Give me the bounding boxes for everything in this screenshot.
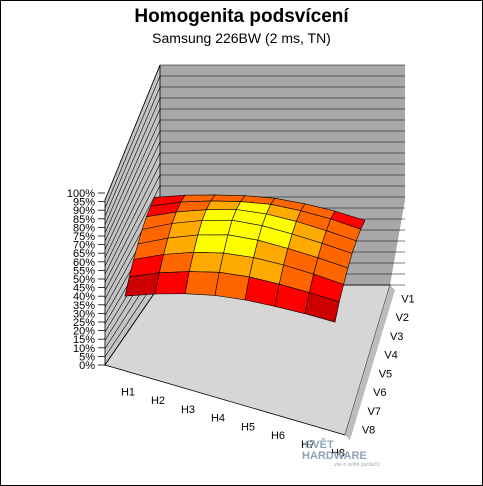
- z-axis-ticks: 0%5%10%15%20%25%30%35%40%45%50%55%60%65%…: [67, 188, 105, 372]
- left-wall-gridline: [104, 152, 161, 267]
- x-tick-label: H6: [271, 430, 285, 442]
- floor: [104, 284, 391, 436]
- left-wall-gridline: [104, 284, 161, 366]
- floor-right-edge: [345, 285, 395, 440]
- surface-cell: [214, 271, 250, 301]
- surface-cell: [193, 234, 229, 254]
- surface-cell: [188, 251, 224, 273]
- x-tick-label: H5: [241, 421, 255, 433]
- z-tick-label: 25%: [73, 317, 95, 329]
- chart-title: Homogenita podsvícení: [134, 6, 349, 27]
- x-tick-label: H2: [151, 395, 165, 407]
- x-tick-label: H4: [211, 413, 225, 425]
- z-tick-label: 70%: [73, 240, 95, 252]
- z-tick-label: 45%: [73, 283, 95, 295]
- left-wall-gridline: [104, 185, 161, 291]
- left-wall-gridline: [104, 64, 161, 201]
- z-tick-label: 90%: [73, 205, 95, 217]
- surface-cell: [197, 219, 233, 236]
- y-tick-label: V5: [379, 368, 392, 380]
- z-tick-label: 95%: [73, 197, 95, 209]
- surface-plot: [124, 194, 366, 323]
- left-wall-gridline: [104, 86, 161, 217]
- z-tick-label: 55%: [73, 265, 95, 277]
- surface-cell: [154, 271, 190, 295]
- x-tick-label: H1: [121, 386, 135, 398]
- z-tick-label: 50%: [73, 274, 95, 286]
- y-tick-label: V7: [367, 406, 380, 418]
- left-wall-gridline: [104, 130, 161, 250]
- left-wall-gridline: [104, 141, 161, 258]
- z-tick-label: 30%: [73, 308, 95, 320]
- y-tick-label: V3: [390, 331, 403, 343]
- z-tick-label: 15%: [73, 334, 95, 346]
- surface-cell: [304, 292, 340, 323]
- y-tick-label: V1: [401, 293, 414, 305]
- watermark-line3: ...vše o světě počítačů: [330, 461, 380, 468]
- left-wall-gridline: [104, 97, 161, 225]
- z-tick-label: 85%: [73, 214, 95, 226]
- watermark-line1: SVĚT: [305, 438, 334, 451]
- left-wall-gridline: [104, 108, 161, 234]
- y-tick-label: V4: [384, 350, 397, 362]
- chart-subtitle: Samsung 226BW (2 ms, TN): [152, 30, 331, 46]
- left-wall-gridline: [104, 163, 161, 275]
- surface-cell: [158, 251, 194, 274]
- z-tick-label: 75%: [73, 231, 95, 243]
- watermark-line2: HARDWARE: [302, 450, 367, 462]
- left-wall-gridline: [104, 75, 161, 209]
- z-tick-label: 40%: [73, 291, 95, 303]
- surface-cell: [205, 200, 242, 211]
- z-tick-label: 100%: [67, 188, 95, 200]
- z-tick-label: 20%: [73, 326, 95, 338]
- z-tick-label: 5%: [79, 351, 95, 363]
- x-tick-label: H8: [331, 448, 345, 460]
- z-tick-label: 35%: [73, 300, 95, 312]
- surface-cell: [201, 209, 237, 221]
- z-tick-label: 60%: [73, 257, 95, 269]
- x-axis-ticks: H1 H2 H3 H4 H5 H6 H7 H8: [121, 386, 345, 459]
- surface-cell: [163, 234, 199, 255]
- left-wall-gridline: [104, 174, 161, 283]
- y-tick-label: V2: [396, 312, 409, 324]
- z-tick-label: 0%: [79, 360, 95, 372]
- z-tick-label: 10%: [73, 343, 95, 355]
- z-tick-label: 65%: [73, 248, 95, 260]
- surface-cell: [210, 194, 246, 202]
- y-tick-label: V8: [362, 425, 375, 437]
- x-tick-label: H7: [301, 439, 315, 451]
- watermark-logo: SVĚT HARDWARE ...vše o světě počítačů: [302, 438, 380, 468]
- y-axis-ticks: V1 V2 V3 V4 V5 V6 V7 V8: [362, 293, 415, 436]
- x-tick-label: H3: [181, 404, 195, 416]
- left-wall-gridline: [104, 119, 161, 242]
- y-tick-label: V6: [373, 387, 386, 399]
- z-tick-label: 80%: [73, 222, 95, 234]
- surface-cell: [184, 271, 220, 296]
